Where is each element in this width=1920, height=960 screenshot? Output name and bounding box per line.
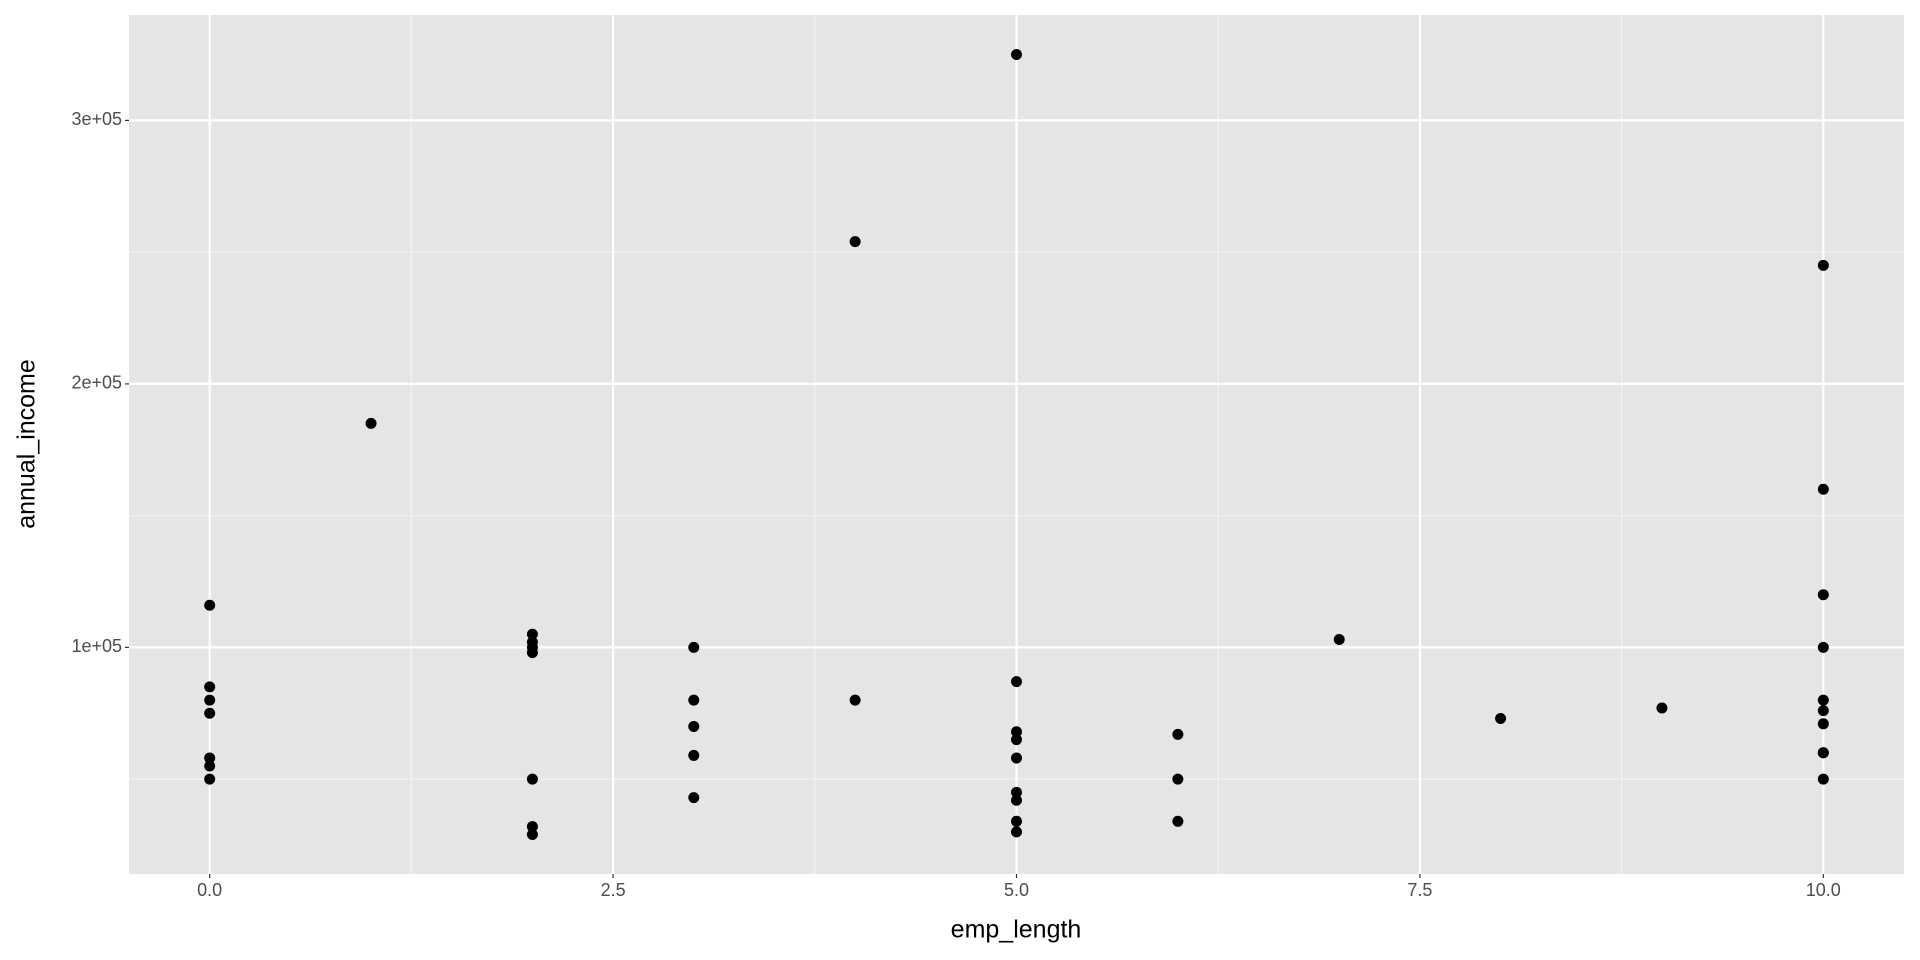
point [1817, 259, 1829, 271]
y-tick-label: 2e+05 [71, 373, 122, 393]
point [526, 647, 538, 659]
point [204, 707, 216, 719]
point [1817, 718, 1829, 730]
point [1011, 826, 1022, 838]
point [204, 681, 216, 693]
y-tick-label: 3e+05 [71, 109, 122, 129]
point [1011, 734, 1022, 746]
point [1817, 773, 1829, 785]
x-tick-label: 0.0 [197, 880, 222, 900]
point [1817, 589, 1829, 601]
point [526, 628, 538, 640]
point [204, 752, 216, 764]
x-axis-title: emp_length [951, 916, 1082, 944]
point [1333, 633, 1345, 645]
point [1172, 815, 1184, 827]
point [1011, 676, 1022, 688]
point [526, 773, 538, 785]
point [849, 236, 861, 248]
point [1817, 694, 1829, 706]
point [526, 821, 538, 833]
point [688, 694, 700, 706]
point [1817, 483, 1829, 495]
point [688, 641, 700, 653]
y-tick-label: 1e+05 [71, 636, 122, 656]
x-tick-label: 2.5 [601, 880, 626, 900]
point [204, 599, 216, 611]
point [688, 749, 700, 761]
x-tick-label: 7.5 [1407, 880, 1432, 900]
point [365, 417, 377, 429]
point [204, 694, 216, 706]
point [204, 760, 216, 772]
point [1817, 705, 1829, 717]
point [526, 828, 538, 840]
point [1656, 702, 1668, 714]
point [1011, 815, 1022, 827]
point [1172, 773, 1184, 785]
point [1011, 794, 1022, 806]
point [688, 792, 700, 804]
x-tick-label: 10.0 [1806, 880, 1841, 900]
point [1172, 728, 1184, 740]
point [1011, 49, 1022, 61]
point [688, 720, 700, 732]
point [1011, 726, 1022, 738]
point [1495, 713, 1507, 725]
point [1011, 786, 1022, 798]
y-axis-title: annual_income [13, 359, 41, 529]
point [849, 694, 861, 706]
point [1011, 752, 1022, 764]
point [1817, 747, 1829, 759]
point [204, 773, 216, 785]
point [1817, 641, 1829, 653]
x-tick-label: 5.0 [1004, 880, 1029, 900]
